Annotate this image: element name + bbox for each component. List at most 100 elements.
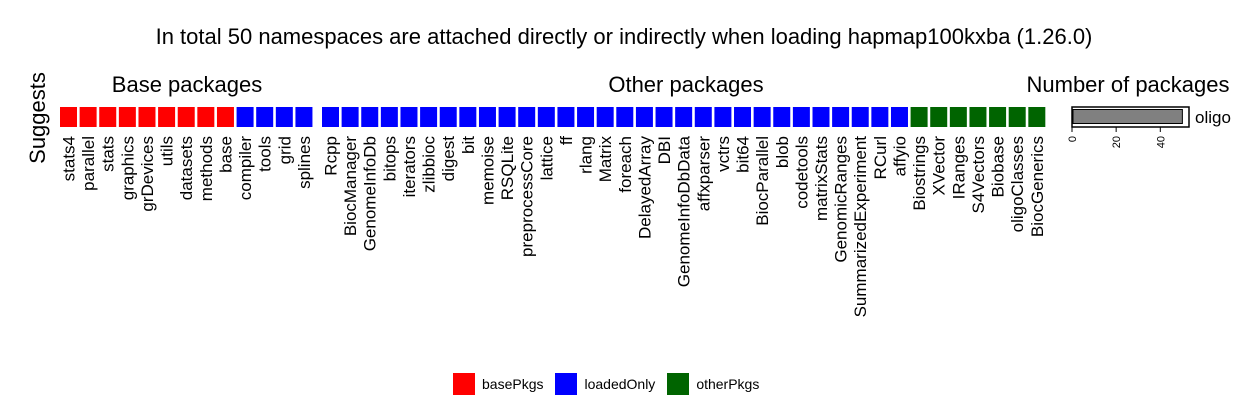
tile-label-splines: splines [295, 136, 314, 189]
tile-oligoclasses [1008, 107, 1026, 127]
tile-label-bit: bit [459, 136, 478, 154]
tile-label-delayedarray: DelayedArray [635, 136, 654, 239]
tile-datasets [177, 107, 195, 127]
legend-item-otherpkgs: otherPkgs [667, 373, 759, 395]
tile-label-zlibbioc: zlibbioc [420, 136, 439, 193]
legend: basePkgs loadedOnly otherPkgs [453, 373, 771, 395]
tile-label-bit64: bit64 [734, 136, 753, 173]
package-count-bar-chart: oligo 0 20 40 [1067, 106, 1231, 148]
tile-grid [275, 107, 293, 127]
tile-iterators [400, 107, 418, 127]
tile-label-methods: methods [197, 136, 216, 201]
tile-codetools [792, 107, 810, 127]
tile-parallel [79, 107, 97, 127]
tile-rcpp [322, 107, 339, 127]
tile-label-matrix: Matrix [596, 136, 615, 183]
tile-label-codetools: codetools [792, 136, 811, 209]
tile-preprocesscore [518, 107, 536, 127]
bar-oligo [1072, 109, 1183, 124]
tile-label-biocgenerics: BiocGenerics [1028, 136, 1047, 237]
tile-label-biobase: Biobase [989, 136, 1008, 197]
tile-memoise [478, 107, 496, 127]
tile-label-lattice: lattice [537, 136, 556, 180]
legend-item-loadedonly: loadedOnly [555, 373, 655, 395]
panel-header-other: Other packages [608, 72, 763, 97]
package-labels: stats4 parallel stats graphics grDevices util… [60, 135, 1047, 317]
tile-utils [158, 107, 176, 127]
tile-label-affyio: affyio [890, 136, 909, 176]
tile-label-vctrs: vctrs [714, 136, 733, 172]
legend-label-basepkgs: basePkgs [482, 376, 544, 392]
tile-ff [557, 107, 575, 127]
tile-affyio [890, 107, 908, 127]
tile-dbi [655, 107, 673, 127]
tile-bitops [380, 107, 398, 127]
legend-swatch-loadedonly [555, 373, 578, 395]
tile-grdevices [138, 107, 156, 127]
tile-label-s4vectors: S4Vectors [969, 136, 988, 214]
tile-graphics [118, 107, 136, 127]
tile-label-genomeinfodbdata: GenomeInfoDbData [675, 135, 694, 287]
bar-category-label-oligo: oligo [1195, 108, 1231, 127]
panel-header-base: Base packages [112, 72, 262, 97]
tile-label-rlang: rlang [577, 136, 596, 174]
tile-affxparser [694, 107, 712, 127]
tile-matrix [596, 107, 614, 127]
tile-label-datasets: datasets [177, 136, 196, 200]
tile-label-dbi: DBI [655, 136, 674, 164]
tile-label-iranges: IRanges [949, 136, 968, 199]
tile-label-compiler: compiler [236, 136, 255, 201]
tile-foreach [616, 107, 634, 127]
tile-biostrings [910, 107, 928, 127]
tile-label-stats4: stats4 [60, 136, 79, 181]
tile-bit [459, 107, 477, 127]
panel-header-count: Number of packages [1027, 72, 1230, 97]
tile-label-ff: ff [557, 136, 576, 145]
tile-xvector [930, 107, 948, 127]
tile-label-digest: digest [439, 136, 458, 182]
tile-rcurl [871, 107, 889, 127]
tile-label-parallel: parallel [79, 136, 98, 191]
tile-stats [99, 107, 117, 127]
tile-blob [773, 107, 791, 127]
tile-label-xvector: XVector [930, 136, 949, 196]
tile-label-memoise: memoise [478, 136, 497, 205]
tile-label-biostrings: Biostrings [910, 136, 929, 211]
bar-x-tick-label-40: 40 [1155, 136, 1167, 148]
tile-label-oligoclasses: oligoClasses [1008, 136, 1027, 232]
chart-title: In total 50 namespaces are attached dire… [156, 24, 1093, 49]
tile-label-affxparser: affxparser [694, 136, 713, 212]
tile-label-foreach: foreach [616, 136, 635, 193]
tile-base [216, 107, 234, 127]
legend-label-loadedonly: loadedOnly [584, 376, 656, 392]
bar-x-tick-label-20: 20 [1111, 136, 1123, 148]
tile-label-graphics: graphics [118, 136, 137, 200]
tile-rsqlite [498, 107, 516, 127]
tile-biocmanager [341, 107, 359, 127]
tile-label-grid: grid [275, 136, 294, 164]
tile-vctrs [714, 107, 732, 127]
bar-x-tick-label-0: 0 [1067, 136, 1079, 142]
tile-label-stats: stats [99, 136, 118, 172]
tile-summarizedexperiment [851, 107, 869, 127]
tile-splines [295, 107, 313, 127]
tile-compiler [236, 107, 254, 127]
tile-label-grdevices: grDevices [138, 136, 157, 212]
tile-s4vectors [969, 107, 987, 127]
tile-label-rsqlite: RSQLite [498, 136, 517, 200]
tile-stats4 [60, 107, 77, 127]
tile-matrixstats [812, 107, 830, 127]
tile-genomeinfodb [361, 107, 379, 127]
tile-label-biocparallel: BiocParallel [753, 136, 772, 226]
tile-label-genomeinfodb: GenomeInfoDb [361, 136, 380, 251]
tile-label-base: base [216, 136, 235, 173]
tile-label-rcpp: Rcpp [322, 136, 341, 176]
tile-biocgenerics [1028, 107, 1046, 127]
tile-label-biocmanager: BiocManager [341, 136, 360, 237]
tile-label-iterators: iterators [400, 136, 419, 197]
tile-genomicranges [832, 107, 850, 127]
tile-biobase [989, 107, 1007, 127]
tile-bit64 [734, 107, 752, 127]
